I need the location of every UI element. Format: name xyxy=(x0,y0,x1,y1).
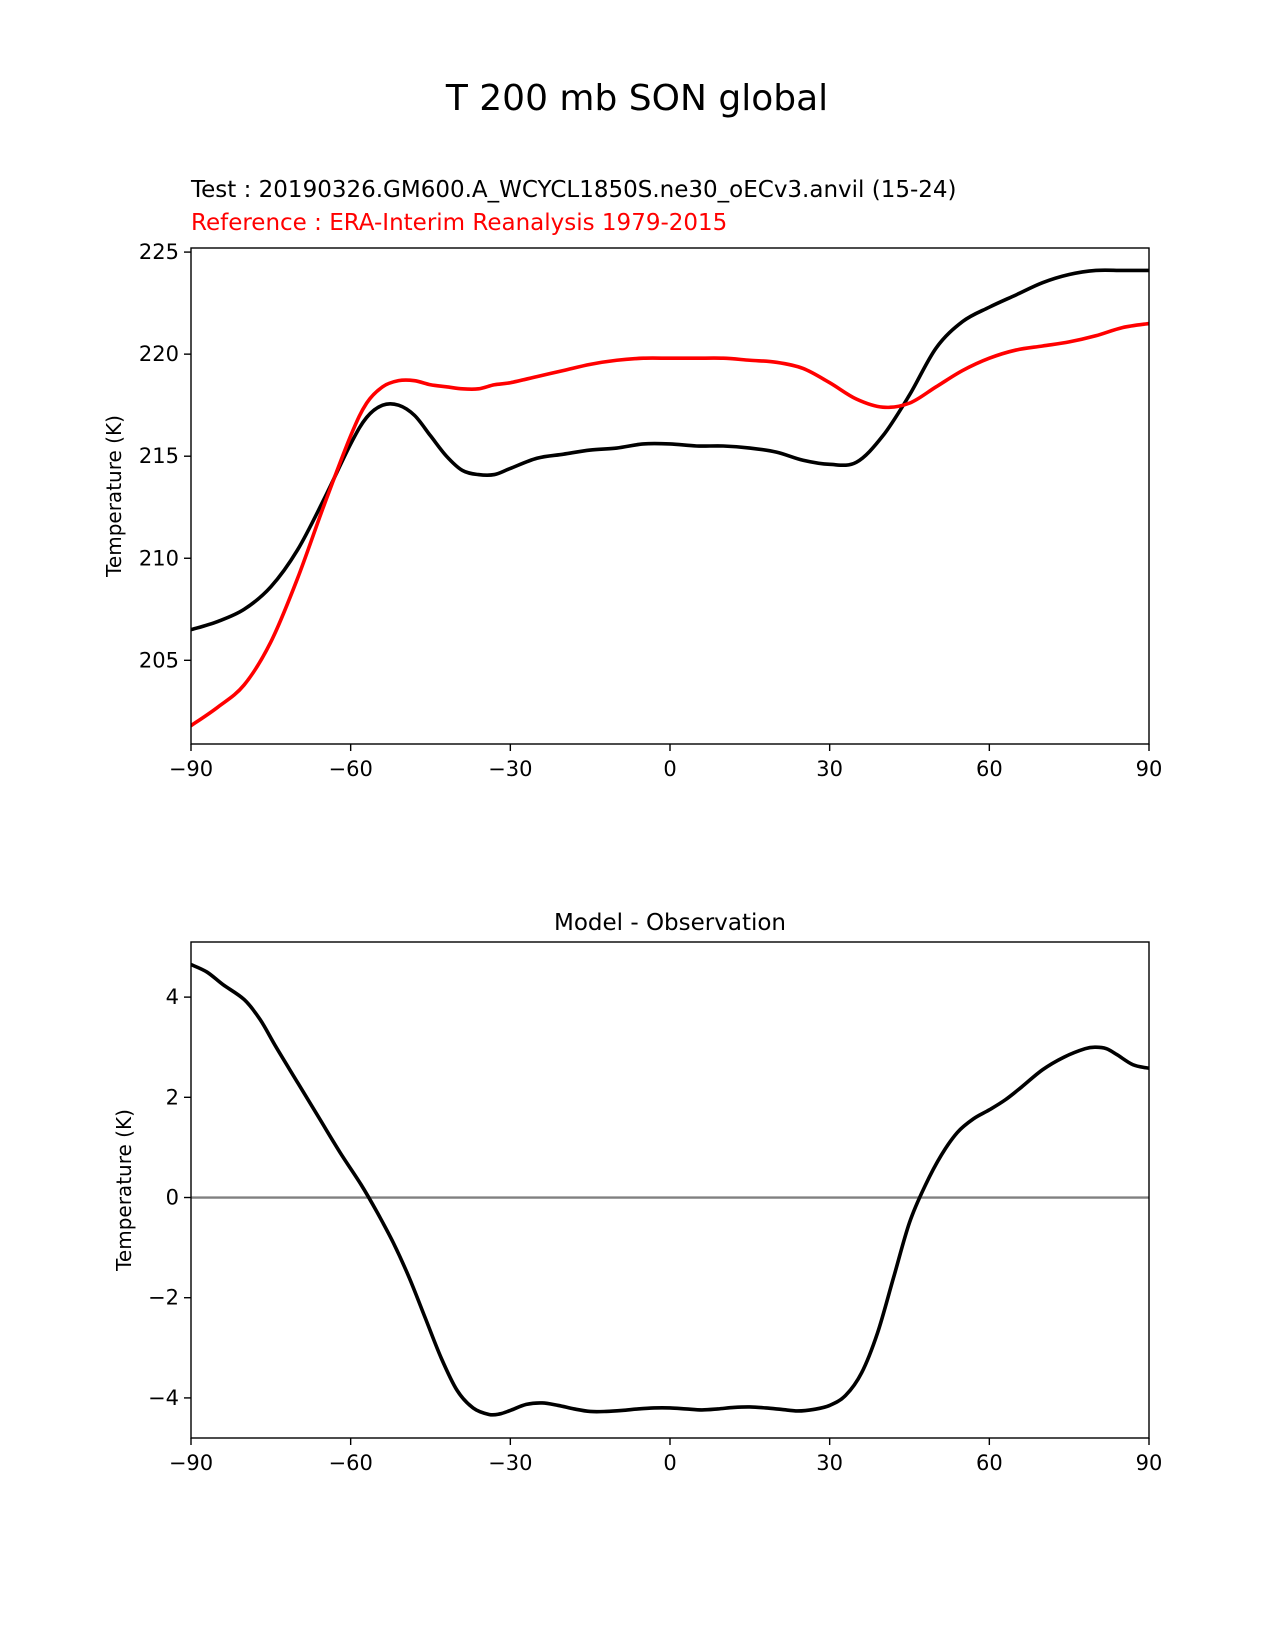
x-tick-label: −60 xyxy=(329,757,373,781)
x-tick-label: −90 xyxy=(169,757,213,781)
x-tick-label: 90 xyxy=(1136,757,1163,781)
test-label: Test : 20190326.GM600.A_WCYCL1850S.ne30_… xyxy=(190,177,957,203)
y-tick-label: 220 xyxy=(139,342,179,366)
axes-frame xyxy=(190,941,1150,1439)
y-tick-label: 4 xyxy=(166,985,179,1009)
x-tick-label: 0 xyxy=(663,1451,676,1475)
x-tick-label: 60 xyxy=(976,1451,1003,1475)
x-tick-label: 90 xyxy=(1136,1451,1163,1475)
reference-label: Reference : ERA-Interim Reanalysis 1979-… xyxy=(191,210,727,236)
x-tick-label: −30 xyxy=(488,757,532,781)
top-panel: −90 −60 −30 0 30 60 90 205 210 215 220 225 Temperatu… xyxy=(102,240,1162,781)
axes-frame xyxy=(190,247,1150,745)
x-tick-label: 0 xyxy=(663,757,676,781)
bottom-panel: Model - Observation −90 −60 −30 0 30 60 90 −4 −2 0… xyxy=(112,910,1162,1475)
y-tick-label: 2 xyxy=(166,1085,179,1109)
x-tick-label: −60 xyxy=(329,1451,373,1475)
x-tick-label: 60 xyxy=(976,757,1003,781)
panel-title: Model - Observation xyxy=(554,910,786,936)
series-line-model-observation xyxy=(191,962,1149,1417)
series-line-test xyxy=(191,268,1149,632)
y-axis-label: Temperature (K) xyxy=(112,1109,136,1272)
y-tick-label: 225 xyxy=(139,240,179,264)
figure-title: T 200 mb SON global xyxy=(445,78,828,119)
x-tick-label: −90 xyxy=(169,1451,213,1475)
y-axis-label: Temperature (K) xyxy=(102,415,126,578)
y-tick-label: 0 xyxy=(166,1186,179,1210)
x-tick-label: −30 xyxy=(488,1451,532,1475)
y-tick-label: 210 xyxy=(139,546,179,570)
x-tick-label: 30 xyxy=(816,1451,843,1475)
y-tick-label: −2 xyxy=(148,1286,179,1310)
y-tick-label: 215 xyxy=(139,444,179,468)
series-line-reference xyxy=(191,321,1149,728)
y-tick-label: 205 xyxy=(139,648,179,672)
y-tick-label: −4 xyxy=(148,1386,179,1410)
x-tick-label: 30 xyxy=(816,757,843,781)
